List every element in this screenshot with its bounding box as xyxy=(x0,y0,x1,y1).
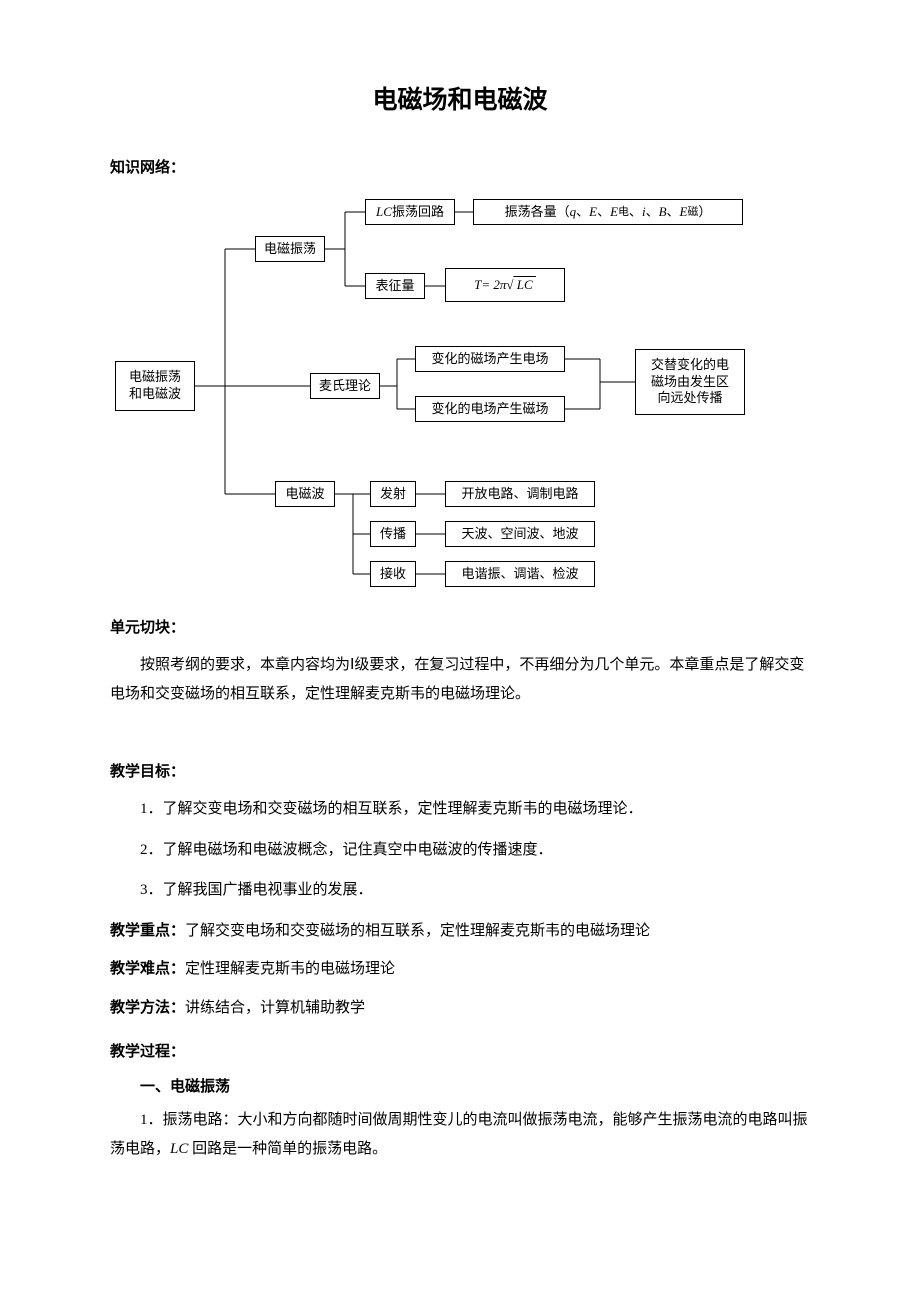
teaching-difficulty-label: 教学难点： xyxy=(110,960,185,977)
section-1-heading: 一、电磁振荡 xyxy=(110,1075,810,1096)
process-item-1-lc: LC xyxy=(170,1141,188,1157)
teaching-method-label: 教学方法： xyxy=(110,999,185,1016)
diagram-node-charq: 表征量 xyxy=(365,273,425,299)
teaching-difficulty-line: 教学难点：定性理解麦克斯韦的电磁场理论 xyxy=(110,955,810,984)
diagram-node-osc: 电磁振荡 xyxy=(255,236,325,262)
page-container: 电磁场和电磁波 知识网络： 电磁振荡和电磁波 电磁振荡 LC 振荡回路振荡各量（q、… xyxy=(0,0,920,1302)
diagram-node-emit_d: 开放电路、调制电路 xyxy=(445,481,595,507)
diagram-node-root: 电磁振荡和电磁波 xyxy=(115,361,195,411)
teaching-method-line: 教学方法：讲练结合，计算机辅助教学 xyxy=(110,994,810,1023)
goal-item-2: 2．了解电磁场和电磁波概念，记住真空中电磁波的传播速度． xyxy=(110,836,810,865)
diagram-node-e2mag: 变化的电场产生磁场 xyxy=(415,396,565,422)
heading-unit-cut: 单元切块： xyxy=(110,616,810,637)
teaching-method-text: 讲练结合，计算机辅助教学 xyxy=(185,1000,365,1016)
teaching-difficulty-text: 定性理解麦克斯韦的电磁场理论 xyxy=(185,961,395,977)
page-title: 电磁场和电磁波 xyxy=(110,80,810,116)
diagram-node-maxwell: 麦氏理论 xyxy=(310,373,380,399)
process-item-1-post: 回路是一种简单的振荡电路。 xyxy=(188,1141,387,1157)
diagram-node-propagate: 交替变化的电磁场由发生区向远处传播 xyxy=(635,349,745,415)
heading-knowledge-network: 知识网络： xyxy=(110,156,810,177)
teaching-focus-text: 了解交变电场和交变磁场的相互联系，定性理解麦克斯韦的电磁场理论 xyxy=(185,923,650,939)
diagram-node-mag2e: 变化的磁场产生电场 xyxy=(415,346,565,372)
diagram-node-emit: 发射 xyxy=(370,481,416,507)
diagram-node-trans: 传播 xyxy=(370,521,416,547)
diagram-node-recv: 接收 xyxy=(370,561,416,587)
teaching-focus-line: 教学重点：了解交变电场和交变磁场的相互联系，定性理解麦克斯韦的电磁场理论 xyxy=(110,917,810,946)
process-item-1: 1．振荡电路：大小和方向都随时间做周期性变儿的电流叫做振荡电流，能够产生振荡电流… xyxy=(110,1106,810,1163)
goal-item-3: 3．了解我国广播电视事业的发展． xyxy=(110,876,810,905)
teaching-focus-label: 教学重点： xyxy=(110,922,185,939)
knowledge-diagram: 电磁振荡和电磁波 电磁振荡 LC 振荡回路振荡各量（q、E、E电、i、B、E磁） 表征… xyxy=(115,191,795,591)
diagram-node-lc: LC 振荡回路 xyxy=(365,199,455,225)
diagram-node-formula: T = 2π√ LC xyxy=(445,268,565,302)
diagram-node-lc_vars: 振荡各量（q、E、E电、i、B、E磁） xyxy=(473,199,743,225)
diagram-node-recv_d: 电谐振、调谐、检波 xyxy=(445,561,595,587)
heading-teaching-goals: 教学目标： xyxy=(110,760,810,781)
heading-teaching-process: 教学过程： xyxy=(110,1040,810,1061)
unit-cut-paragraph: 按照考纲的要求，本章内容均为Ⅰ级要求，在复习过程中，不再细分为几个单元。本章重点… xyxy=(110,651,810,708)
diagram-node-emwave: 电磁波 xyxy=(275,481,335,507)
goal-item-1: 1．了解交变电场和交变磁场的相互联系，定性理解麦克斯韦的电磁场理论． xyxy=(110,795,810,824)
diagram-node-trans_d: 天波、空间波、地波 xyxy=(445,521,595,547)
